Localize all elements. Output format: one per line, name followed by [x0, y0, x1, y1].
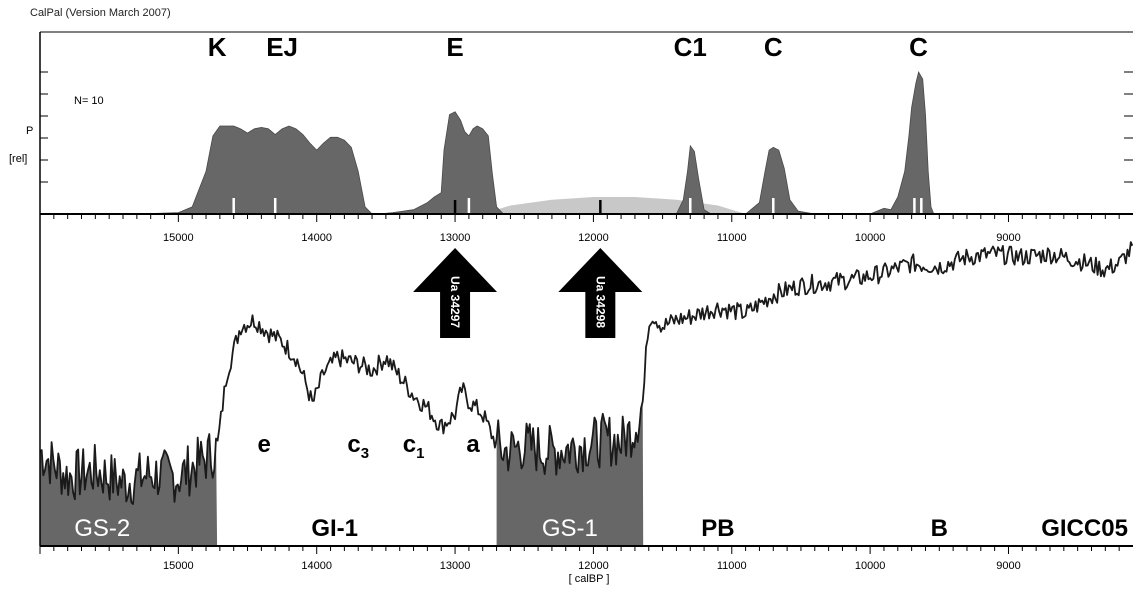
peak-label: C1 — [674, 32, 707, 62]
phase-label: GI-1 — [311, 515, 358, 542]
mid-axis-tick-label: 9000 — [996, 232, 1020, 244]
arrow-label: Ua 34297 — [448, 276, 462, 328]
date-markers — [232, 198, 923, 213]
peak-label: E — [446, 32, 463, 62]
phase-label: GICC05 — [1041, 515, 1128, 542]
up-arrow-icon — [413, 248, 498, 338]
mid-axis-tick-label: 13000 — [440, 232, 471, 244]
mid-axis-tick-label: 10000 — [855, 232, 886, 244]
probability-panel: P [rel] N= 10 K EJ E C1 C C — [9, 31, 1133, 215]
light-distribution-area — [482, 197, 760, 214]
peak-label: K — [208, 32, 227, 62]
sub-stage-label: c3 — [347, 431, 369, 462]
bottom-axis-tick-label: 14000 — [301, 560, 332, 572]
bottom-axis-tick-label: 15000 — [163, 560, 194, 572]
bottom-axis-tick-label: 10000 — [855, 560, 886, 572]
sub-stage-subscript: 3 — [361, 445, 369, 462]
phase-labels: GS-2 GI-1 GS-1 PB B GICC05 — [74, 515, 1128, 542]
dark-distribution — [136, 70, 935, 215]
bottom-axis-tick-label: 13000 — [440, 560, 471, 572]
sub-stage-label: c1 — [403, 431, 425, 462]
middle-axis: 15000 14000 13000 12000 11000 10000 9000 — [39, 213, 1133, 244]
sub-stage-labels: e c3 c1 a — [257, 431, 480, 462]
bottom-axis-tick-label: 9000 — [996, 560, 1020, 572]
mid-axis-tick-label: 11000 — [717, 232, 747, 244]
date-arrow: Ua 34297 — [413, 248, 498, 338]
prob-ylabel-top: P — [26, 125, 33, 137]
prob-right-ticks — [1124, 71, 1133, 183]
phase-label: GS-1 — [542, 515, 598, 542]
bottom-axis-tick-label: 12000 — [578, 560, 609, 572]
bottom-axis-tick-label: 11000 — [717, 560, 747, 572]
date-arrows: Ua 34297 Ua 34298 — [413, 248, 643, 338]
phase-label: PB — [701, 515, 734, 542]
prob-left-ticks — [40, 71, 48, 183]
light-distribution — [482, 197, 760, 214]
mid-axis-tick-label: 14000 — [301, 232, 332, 244]
peak-label: C — [764, 32, 783, 62]
isotope-curve — [39, 241, 1133, 505]
dark-distribution-area — [136, 70, 935, 215]
peak-label: C — [909, 32, 928, 62]
isotope-curve-line — [39, 241, 1133, 505]
x-axis-label: [ calBP ] — [569, 573, 610, 585]
version-label: CalPal (Version March 2007) — [30, 7, 171, 19]
mid-axis-tick-label: 12000 — [578, 232, 609, 244]
sub-stage-label: a — [466, 431, 480, 458]
n-label: N= 10 — [74, 95, 104, 107]
arrow-label: Ua 34298 — [593, 276, 607, 328]
phase-label: GS-2 — [74, 515, 130, 542]
stadial-shade — [40, 434, 218, 546]
up-arrow-icon — [558, 248, 643, 338]
mid-axis-tick-label: 15000 — [163, 232, 194, 244]
phase-label: B — [931, 515, 948, 542]
sub-stage-subscript: 1 — [416, 445, 424, 462]
date-arrow: Ua 34298 — [558, 248, 643, 338]
peak-label: EJ — [266, 32, 298, 62]
sub-stage-label: e — [257, 431, 270, 458]
peak-labels: K EJ E C1 C C — [208, 32, 928, 62]
bottom-axis: 15000 14000 13000 12000 11000 10000 9000 — [39, 545, 1133, 572]
prob-ylabel-bottom: [rel] — [9, 153, 27, 165]
climate-panel: Ua 34297 Ua 34298 e c3 c1 a GS-2 GI-1 GS-1 PB B G… — [39, 214, 1133, 546]
